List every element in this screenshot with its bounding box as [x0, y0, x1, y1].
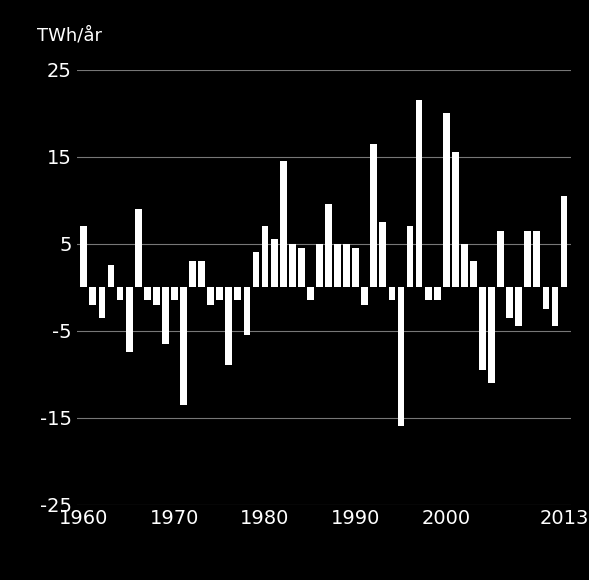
Bar	[406, 226, 413, 287]
Bar	[425, 287, 432, 300]
Bar	[434, 287, 441, 300]
Bar	[389, 287, 395, 300]
Bar	[135, 209, 141, 287]
Bar	[542, 287, 550, 309]
Bar	[534, 231, 540, 287]
Bar	[316, 244, 323, 287]
Bar	[370, 144, 377, 287]
Bar	[108, 266, 114, 287]
Bar	[289, 244, 296, 287]
Bar	[479, 287, 486, 370]
Bar	[552, 287, 558, 326]
Bar	[307, 287, 314, 300]
Bar	[515, 287, 522, 326]
Bar	[379, 222, 386, 287]
Bar	[461, 244, 468, 287]
Bar	[253, 252, 259, 287]
Bar	[207, 287, 214, 305]
Bar	[325, 205, 332, 287]
Bar	[524, 231, 531, 287]
Bar	[280, 161, 287, 287]
Bar	[398, 287, 405, 426]
Bar	[243, 287, 250, 335]
Bar	[452, 152, 459, 287]
Bar	[298, 248, 305, 287]
Bar	[180, 287, 187, 405]
Bar	[90, 287, 96, 305]
Bar	[488, 287, 495, 383]
Bar	[234, 287, 241, 300]
Bar	[361, 287, 368, 305]
Bar	[271, 239, 277, 287]
Bar	[117, 287, 124, 300]
Bar	[144, 287, 151, 300]
Bar	[507, 287, 513, 318]
Bar	[334, 244, 341, 287]
Bar	[98, 287, 105, 318]
Bar	[81, 226, 87, 287]
Bar	[189, 261, 196, 287]
Bar	[262, 226, 269, 287]
Bar	[561, 196, 567, 287]
Bar	[198, 261, 205, 287]
Bar	[416, 100, 422, 287]
Bar	[343, 244, 350, 287]
Bar	[125, 287, 133, 353]
Bar	[497, 231, 504, 287]
Bar	[470, 261, 477, 287]
Bar	[443, 113, 449, 287]
Bar	[226, 287, 232, 365]
Bar	[153, 287, 160, 305]
Text: TWh/år: TWh/år	[37, 26, 102, 44]
Bar	[162, 287, 169, 343]
Bar	[171, 287, 178, 300]
Bar	[352, 248, 359, 287]
Bar	[216, 287, 223, 300]
